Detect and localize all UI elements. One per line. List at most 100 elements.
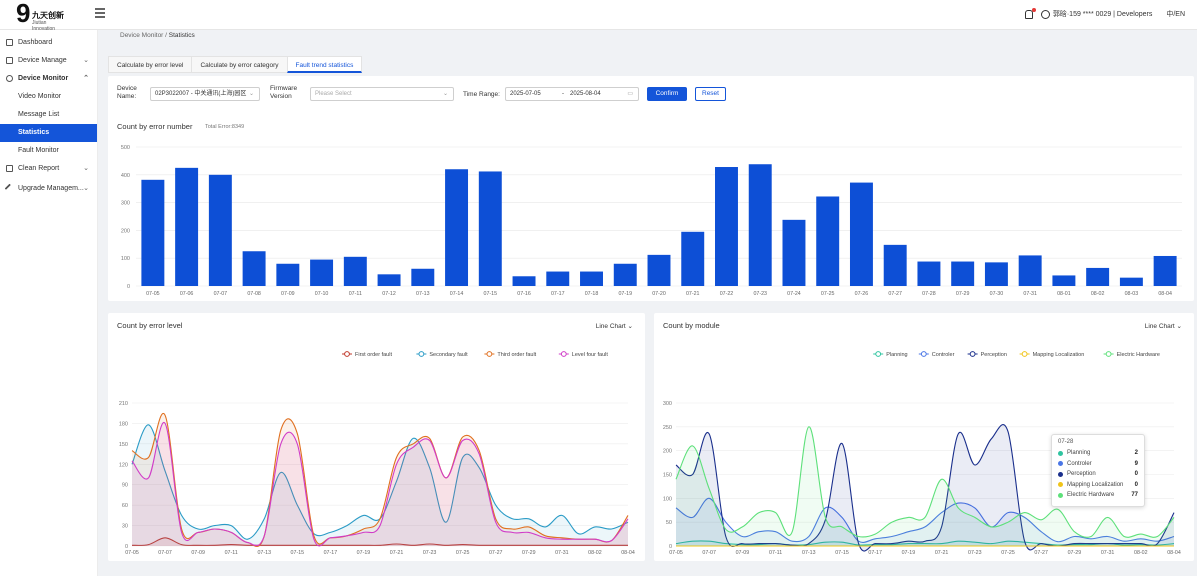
tooltip-marker (1058, 482, 1063, 488)
x-tick-label: 08-02 (588, 550, 602, 556)
x-tick-label: 07-16 (517, 291, 531, 297)
x-tick-label: 07-11 (349, 291, 362, 297)
x-tick-label: 07-25 (456, 550, 470, 556)
legend-label: Controler (932, 352, 955, 358)
date-from[interactable]: 2025-07-05 (510, 91, 541, 97)
y-tick-label: 200 (663, 449, 672, 455)
y-tick-label: 0 (669, 544, 672, 550)
legend-label: Third order fault (497, 352, 536, 358)
device-name-select[interactable]: 02P3022007 - 中关通讯(上海)园区 ⌄ (150, 87, 260, 101)
tooltip-value: 0 (1134, 481, 1138, 488)
bar (1052, 275, 1076, 286)
device-name-value: 02P3022007 - 中关通讯(上海)园区 (155, 91, 247, 97)
menu-toggle-icon[interactable] (95, 8, 105, 18)
tooltip-marker (1058, 471, 1063, 477)
tooltip-value: 77 (1131, 492, 1138, 499)
company-logo[interactable]: 9 九天创新 Jiutian Innovation (16, 0, 66, 32)
sidebar-item-message-list[interactable]: Message List (0, 106, 97, 124)
firmware-select[interactable]: Please Select ⌄ (310, 87, 454, 101)
x-tick-label: 07-07 (158, 550, 172, 556)
date-range-picker[interactable]: 2025-07-05 - 2025-08-04 ▭ (505, 87, 639, 101)
chevron-up-icon: ⌃ (83, 75, 89, 82)
firmware-label: Firmware Version (270, 85, 298, 100)
series-line (131, 537, 628, 546)
y-tick-label: 50 (666, 520, 672, 526)
top-bar: 9 九天创新 Jiutian Innovation 郭晗·159 **** 00… (0, 0, 1197, 32)
bar (512, 276, 536, 286)
legend-marker (418, 351, 425, 357)
breadcrumb-parent[interactable]: Device Monitor / (120, 32, 167, 39)
tab-error-category[interactable]: Calculate by error category (191, 56, 287, 73)
sidebar: Dashboard Device Manage ⌄ Device Monitor… (0, 30, 98, 576)
calendar-icon[interactable]: ▭ (627, 91, 633, 97)
x-tick-label: 07-11 (225, 550, 238, 556)
chart-type-dropdown[interactable]: Line Chart ⌄ (1144, 323, 1182, 330)
firmware-placeholder: Please Select (315, 91, 352, 97)
x-tick-label: 07-25 (821, 291, 835, 297)
chevron-down-icon: ⌄ (83, 165, 89, 172)
y-tick-label: 100 (663, 496, 672, 502)
device-icon (6, 57, 13, 64)
chevron-down-icon: ⌄ (83, 185, 89, 192)
date-to[interactable]: 2025-08-04 (570, 91, 601, 97)
tooltip-date: 07-28 (1058, 439, 1074, 445)
sidebar-item-fault-monitor[interactable]: Fault Monitor (0, 142, 97, 160)
sidebar-item-upgrade-management[interactable]: Upgrade Managem... ⌄ (0, 180, 97, 198)
chart-type-dropdown[interactable]: Line Chart ⌄ (595, 323, 633, 330)
tooltip-value: 0 (1134, 471, 1138, 478)
series-line (675, 426, 1175, 538)
tab-fault-trend[interactable]: Fault trend statistics (286, 56, 363, 73)
x-tick-label: 07-19 (357, 550, 371, 556)
tooltip-series-name: Planning (1067, 450, 1091, 457)
bar (242, 251, 266, 286)
reset-button[interactable]: Reset (695, 87, 726, 101)
user-icon[interactable] (1040, 9, 1050, 19)
x-tick-label: 07-09 (191, 550, 205, 556)
series-line (131, 422, 629, 547)
x-tick-label: 07-31 (1101, 550, 1115, 556)
x-tick-label: 07-15 (835, 550, 849, 556)
sidebar-item-video-monitor[interactable]: Video Monitor (0, 88, 97, 106)
x-tick-label: 07-25 (1001, 550, 1015, 556)
sidebar-item-statistics[interactable]: Statistics (0, 124, 97, 142)
sidebar-item-device-manage[interactable]: Device Manage ⌄ (0, 52, 97, 70)
tab-error-level[interactable]: Calculate by error level (108, 56, 192, 73)
x-tick-label: 07-13 (802, 550, 816, 556)
x-tick-label: 07-31 (1023, 291, 1037, 297)
legend-label: Mapping Localization (1033, 352, 1085, 358)
sidebar-item-label: Dashboard (18, 39, 53, 46)
sidebar-item-dashboard[interactable]: Dashboard (0, 34, 97, 52)
language-switch[interactable]: 中/EN (1166, 11, 1185, 18)
chevron-down-icon: ⌄ (248, 91, 254, 97)
sidebar-item-clean-report[interactable]: Clean Report ⌄ (0, 160, 97, 178)
bar (1153, 255, 1177, 286)
sidebar-item-device-monitor[interactable]: Device Monitor ⌃ (0, 70, 97, 88)
x-tick-label: 07-13 (257, 550, 271, 556)
series-area (676, 426, 1174, 546)
sidebar-item-label: Message List (18, 111, 60, 118)
x-tick-label: 07-07 (214, 291, 228, 297)
bar (343, 256, 367, 286)
series-line (675, 540, 1175, 546)
module-panel: Count by module Line Chart ⌄ 0 50 100 150 20… (654, 313, 1194, 561)
user-account[interactable]: 郭晗·159 **** 0029 | Developers (1052, 11, 1153, 18)
tooltip-series-name: Perception (1067, 471, 1096, 478)
x-tick-label: 07-06 (180, 291, 194, 297)
error-level-title: Count by error level (117, 321, 183, 330)
x-tick-label: 07-10 (315, 291, 329, 297)
confirm-button[interactable]: Confirm (647, 87, 687, 101)
y-tick-label: 0 (127, 284, 130, 290)
sidebar-item-label: Video Monitor (18, 93, 62, 100)
breadcrumb: Device Monitor / Statistics (120, 32, 195, 39)
y-tick-label: 120 (119, 462, 128, 468)
bell-icon[interactable] (1024, 7, 1036, 19)
bar-chart: 0 100 200 300 400 500 07-05 07-06 07-07 07-08 07-0… (121, 145, 1182, 297)
bar (613, 263, 637, 286)
x-tick-label: 07-19 (902, 550, 916, 556)
bar (1119, 277, 1143, 286)
x-tick-label: 07-21 (935, 550, 949, 556)
x-tick-label: 07-23 (968, 550, 982, 556)
top-right-tools: 郭晗·159 **** 0029 | Developers 中/EN (1024, 7, 1185, 19)
bar (984, 262, 1008, 286)
sidebar-item-label: Fault Monitor (18, 147, 59, 154)
